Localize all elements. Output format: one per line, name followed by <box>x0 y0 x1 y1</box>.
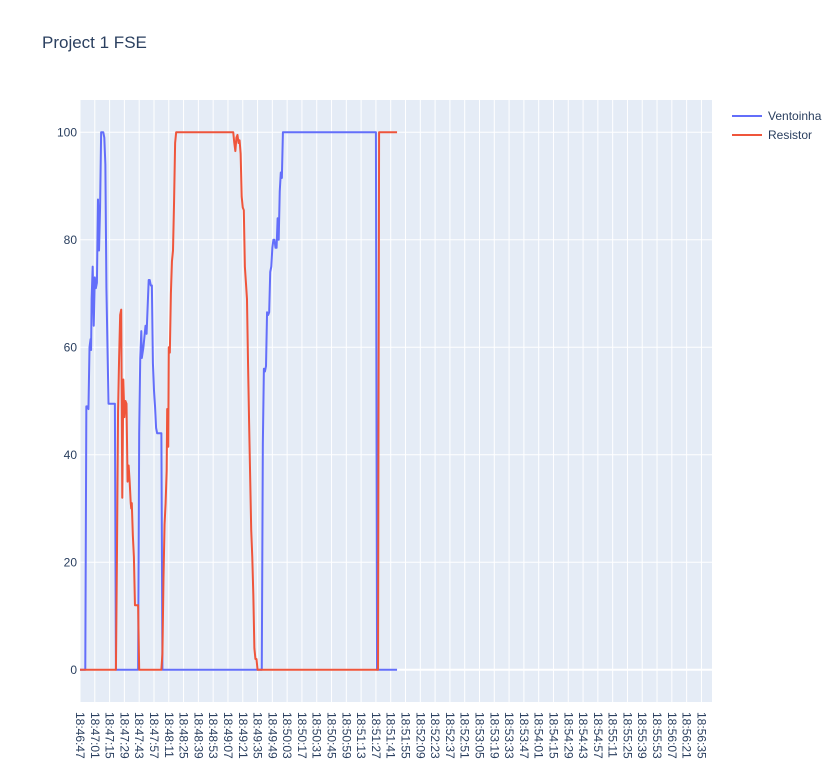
x-tick-label: 18:51:55 <box>399 712 413 759</box>
legend-swatch-resistor <box>732 133 762 136</box>
y-tick-label: 20 <box>64 555 78 569</box>
x-tick-label: 18:53:47 <box>517 712 531 759</box>
x-tick-label: 18:48:25 <box>177 712 191 759</box>
x-tick-label: 18:56:07 <box>665 712 679 759</box>
x-tick-label: 18:50:59 <box>339 712 353 759</box>
x-tick-label: 18:48:11 <box>162 712 176 758</box>
legend-item-ventoinha[interactable]: Ventoinha <box>732 106 821 125</box>
legend-swatch-ventoinha <box>732 114 762 117</box>
y-tick-label: 0 <box>70 663 77 677</box>
x-tick-label: 18:54:57 <box>591 712 605 759</box>
x-tick-label: 18:55:39 <box>635 712 649 759</box>
x-tick-label: 18:47:15 <box>103 712 117 759</box>
x-tick-label: 18:54:01 <box>532 712 546 759</box>
x-tick-label: 18:48:53 <box>206 712 220 759</box>
series-line-resistor[interactable] <box>80 131 398 671</box>
x-tick-label: 18:50:45 <box>325 712 339 759</box>
x-tick-label: 18:53:05 <box>472 712 486 759</box>
chart-title: Project 1 FSE <box>42 33 147 52</box>
x-tick-label: 18:53:19 <box>487 712 501 759</box>
x-tick-label: 18:52:37 <box>443 712 457 759</box>
x-tick-label: 18:49:07 <box>221 712 235 759</box>
x-tick-label: 18:55:11 <box>606 712 620 758</box>
x-tick-label: 18:52:51 <box>458 712 472 759</box>
x-tick-label: 18:56:35 <box>694 712 708 759</box>
x-tick-label: 18:47:01 <box>88 712 102 759</box>
x-tick-label: 18:51:27 <box>369 712 383 759</box>
y-tick-label: 80 <box>64 233 78 247</box>
x-tick-label: 18:48:39 <box>191 712 205 759</box>
x-tick-label: 18:54:15 <box>546 712 560 759</box>
x-tick-label: 18:47:29 <box>117 712 131 759</box>
y-tick-label: 40 <box>64 448 78 462</box>
y-tick-labels: 0 20 40 60 80 100 <box>57 125 77 677</box>
x-tick-label: 18:54:43 <box>576 712 590 759</box>
x-tick-label: 18:52:23 <box>428 712 442 759</box>
x-tick-label: 18:47:57 <box>147 712 161 759</box>
y-tick-label: 60 <box>64 340 78 354</box>
legend-label-resistor: Resistor <box>768 127 813 142</box>
x-tick-label: 18:49:21 <box>236 712 250 759</box>
x-tick-label: 18:47:43 <box>132 712 146 759</box>
x-tick-label: 18:55:53 <box>650 712 664 759</box>
x-tick-label: 18:51:41 <box>384 712 398 759</box>
x-tick-label: 18:46:47 <box>73 712 87 759</box>
legend-item-resistor[interactable]: Resistor <box>732 125 821 144</box>
legend: Ventoinha Resistor <box>732 106 821 144</box>
x-tick-labels: 18:46:47 18:47:01 18:47:15 18:47:29 18:47:43… <box>73 712 708 759</box>
x-tick-label: 18:50:03 <box>280 712 294 759</box>
x-tick-label: 18:49:49 <box>265 712 279 759</box>
x-tick-label: 18:55:25 <box>620 712 634 759</box>
series-line-ventoinha[interactable] <box>80 131 398 671</box>
y-tick-label: 100 <box>57 125 77 139</box>
x-tick-label: 18:54:29 <box>561 712 575 759</box>
legend-label-ventoinha: Ventoinha <box>768 108 822 123</box>
x-tick-label: 18:52:09 <box>413 712 427 759</box>
series-lines <box>80 131 398 671</box>
x-tick-label: 18:50:31 <box>310 712 324 759</box>
x-tick-label: 18:53:33 <box>502 712 516 759</box>
x-tick-label: 18:49:35 <box>251 712 265 759</box>
x-tick-label: 18:51:13 <box>354 712 368 759</box>
plot-background <box>80 100 712 702</box>
x-tick-label: 18:56:21 <box>680 712 694 759</box>
x-tick-label: 18:50:17 <box>295 712 309 759</box>
